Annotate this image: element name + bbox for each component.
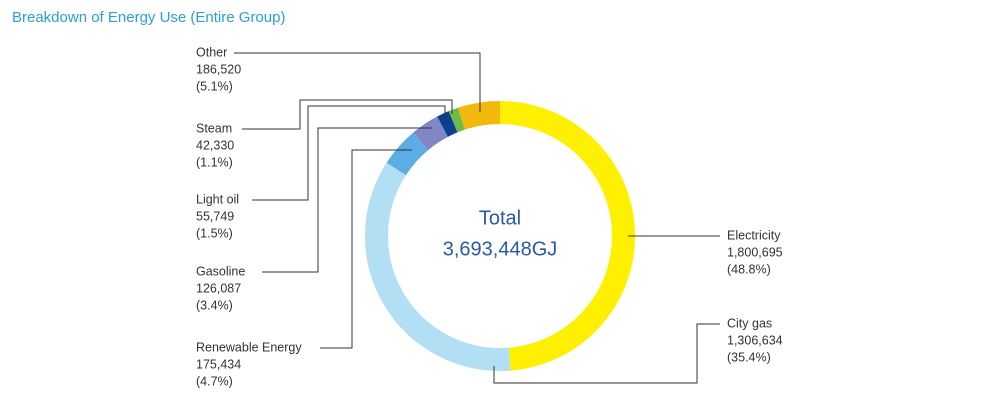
label-percent: (4.7%)	[196, 374, 233, 388]
leader-line	[234, 52, 481, 112]
donut-segment	[457, 101, 501, 130]
label-name: Light oil	[196, 192, 239, 206]
donut-segment	[413, 116, 449, 151]
donut-segment	[448, 107, 466, 133]
leader-line	[242, 99, 453, 130]
label-value: 175,434	[196, 357, 241, 371]
leader-line	[252, 105, 446, 201]
label-name: Gasoline	[196, 264, 245, 278]
label-name: Steam	[196, 121, 232, 135]
label-percent: (1.5%)	[196, 226, 233, 240]
label-percent: (1.1%)	[196, 155, 233, 169]
donut-segment	[386, 132, 429, 176]
donut-segment	[365, 162, 511, 371]
label-name: Other	[196, 45, 227, 59]
leader-line	[320, 149, 412, 349]
label-name: City gas	[727, 316, 772, 330]
leader-line	[493, 323, 720, 384]
label-name: Renewable Energy	[196, 340, 302, 354]
center-title: Total	[479, 207, 521, 229]
label-value: 1,306,634	[727, 333, 783, 347]
chart-title: Breakdown of Energy Use (Entire Group)	[12, 9, 285, 26]
label-name: Electricity	[727, 228, 781, 242]
label-value: 126,087	[196, 281, 241, 295]
label-percent: (5.1%)	[196, 79, 233, 93]
label-percent: (48.8%)	[727, 262, 771, 276]
label-value: 55,749	[196, 209, 234, 223]
label-percent: (3.4%)	[196, 298, 233, 312]
donut-segment	[437, 111, 458, 137]
center-total: 3,693,448GJ	[443, 238, 558, 260]
label-value: 42,330	[196, 138, 234, 152]
donut-segment	[499, 101, 635, 371]
label-value: 1,800,695	[727, 245, 783, 259]
label-value: 186,520	[196, 62, 241, 76]
leader-line	[262, 127, 432, 273]
label-percent: (35.4%)	[727, 350, 771, 364]
